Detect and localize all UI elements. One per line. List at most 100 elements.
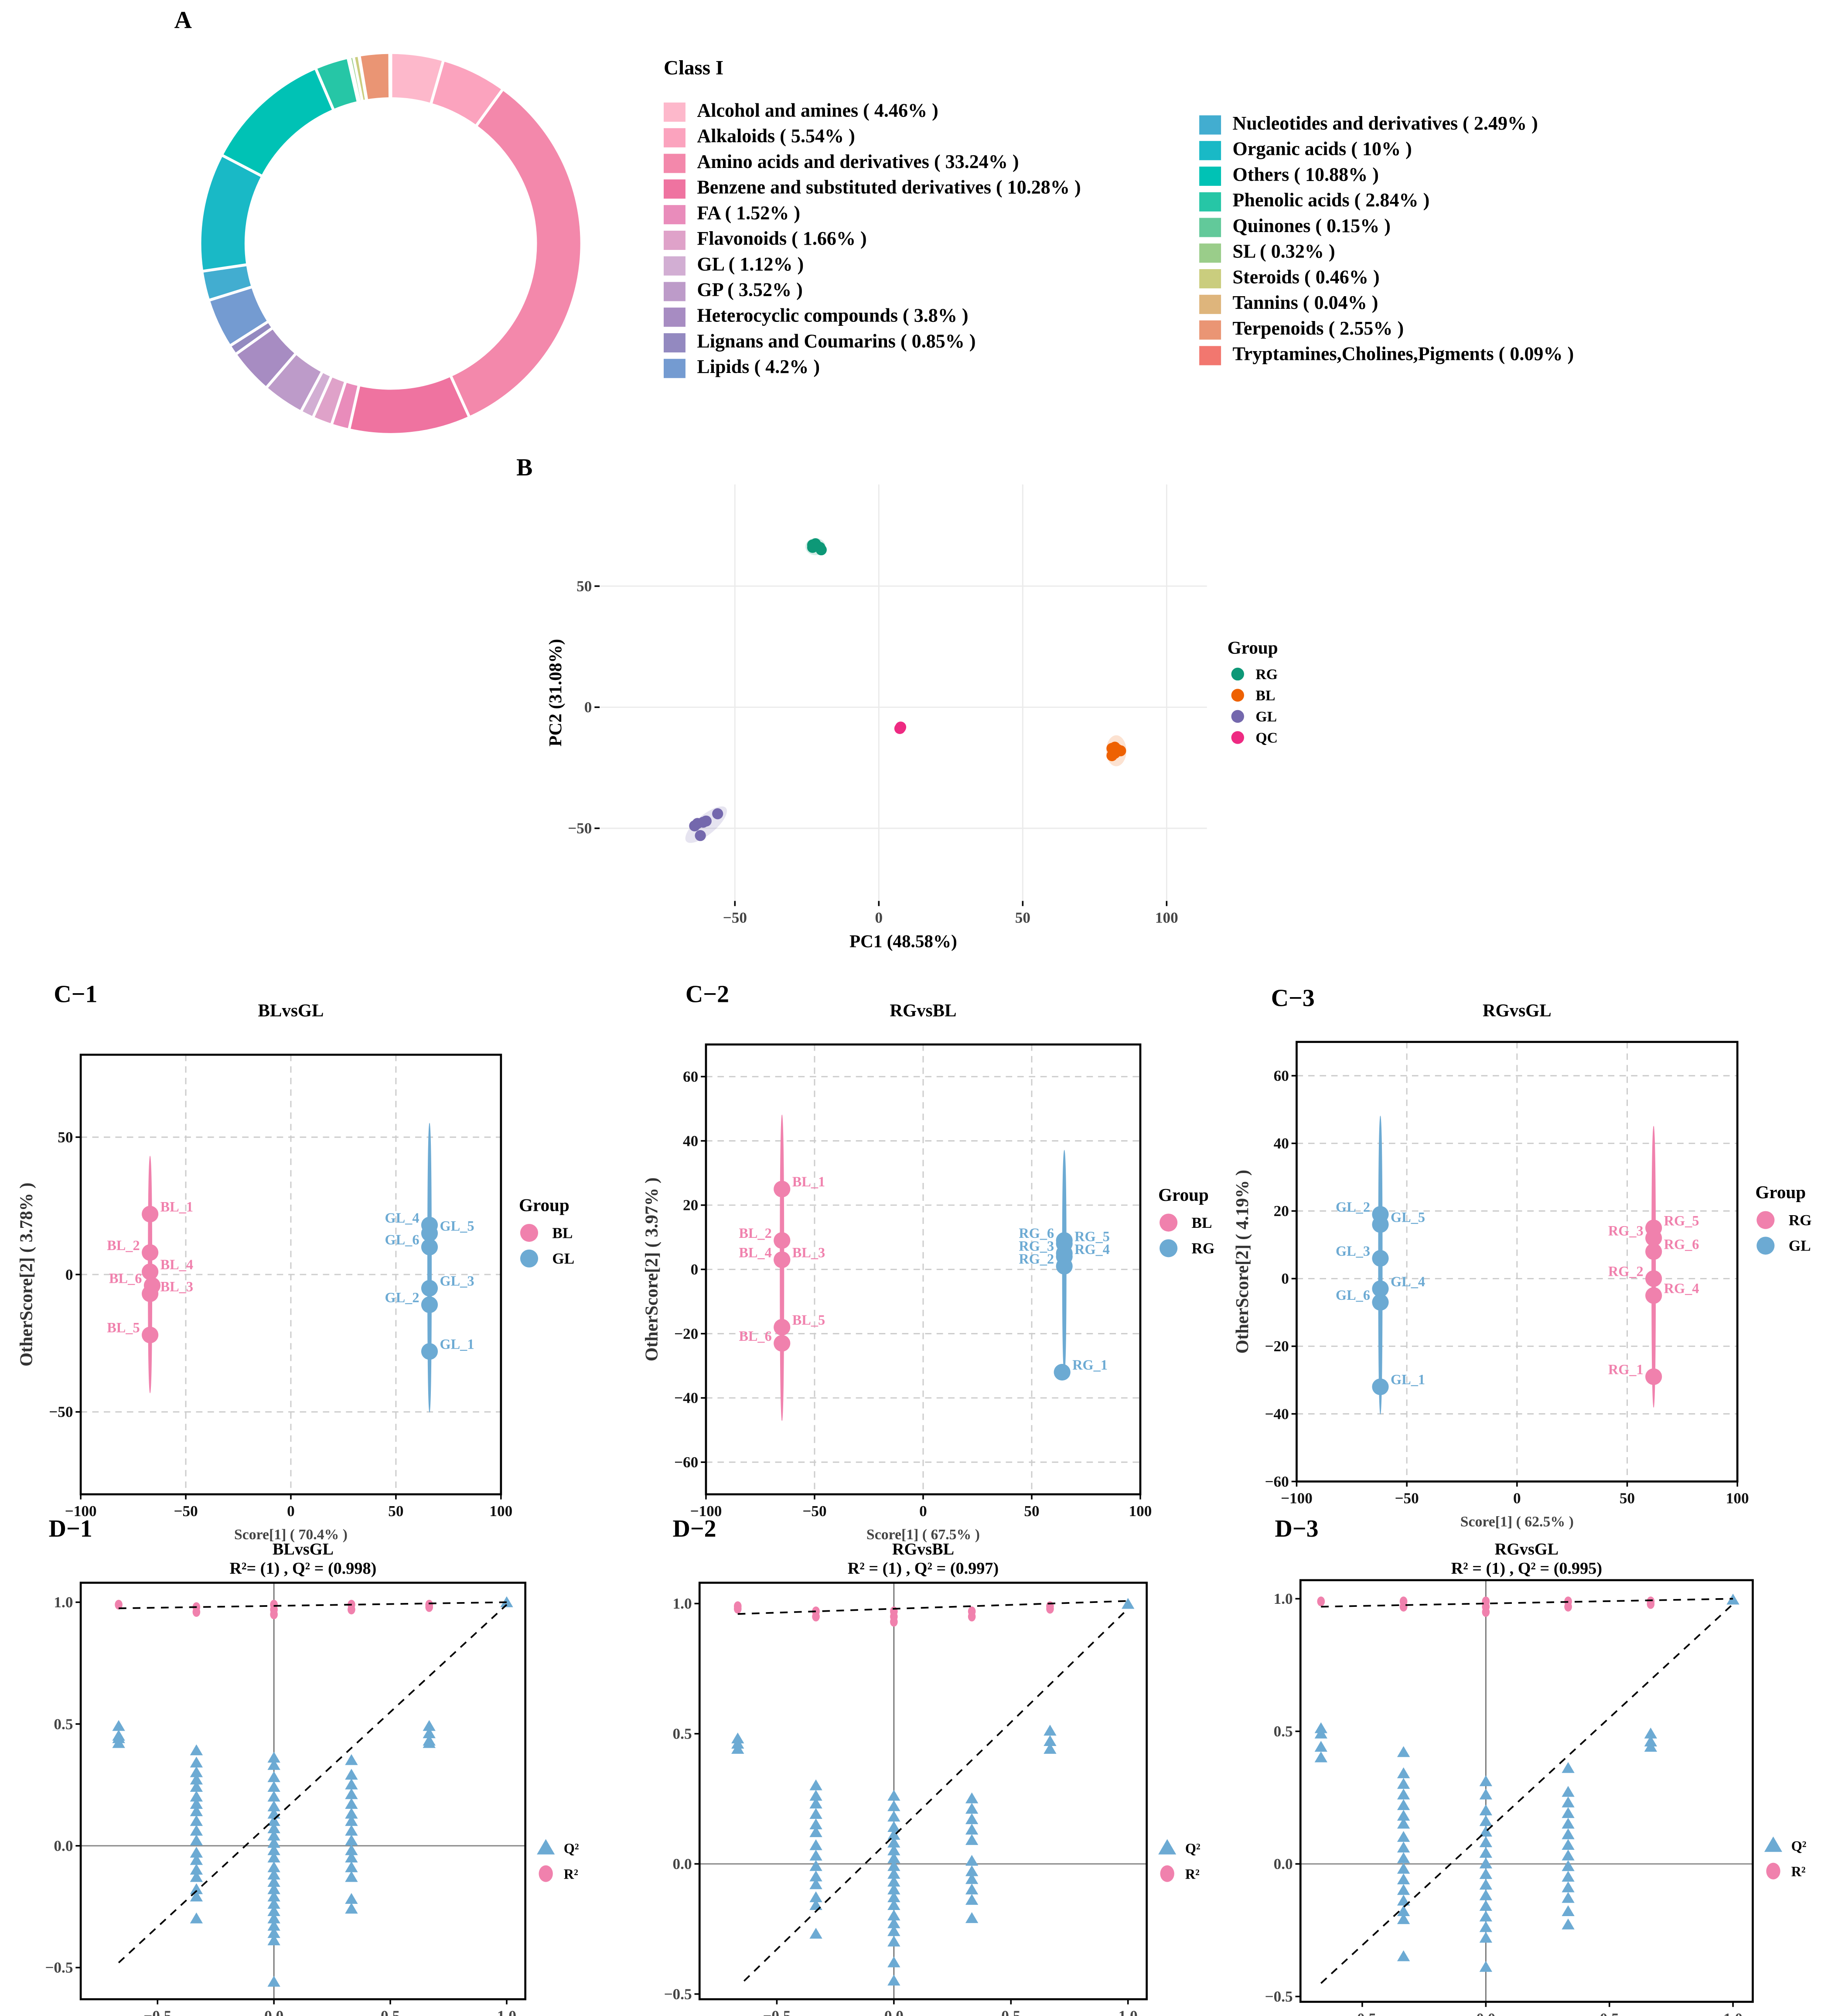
y-tick-label: 50 bbox=[576, 578, 592, 595]
q2-point bbox=[887, 1821, 900, 1832]
q2-point bbox=[887, 1899, 900, 1910]
q2-point bbox=[1397, 1778, 1410, 1789]
point-gl bbox=[695, 830, 706, 841]
legend-item-organic-acids: Organic acids ( 10% ) bbox=[1199, 137, 1574, 163]
y-tick-label: 0.5 bbox=[1274, 1723, 1293, 1740]
q2-point bbox=[190, 1912, 203, 1924]
q2-point bbox=[1397, 1894, 1410, 1906]
q2-point bbox=[190, 1805, 203, 1816]
confidence-ellipse-rg bbox=[1651, 1126, 1656, 1408]
y-tick-label: 0.0 bbox=[1274, 1855, 1293, 1872]
q2-point bbox=[1314, 1727, 1328, 1739]
y-tick-label: −50 bbox=[568, 820, 592, 837]
q2-point bbox=[809, 1839, 822, 1850]
r2-point bbox=[1564, 1602, 1572, 1612]
point-rg-1 bbox=[1645, 1368, 1662, 1385]
q2-point bbox=[1397, 1950, 1410, 1961]
r2-point bbox=[1046, 1604, 1054, 1614]
r2-point bbox=[968, 1612, 976, 1622]
x-tick-label: −100 bbox=[65, 1503, 97, 1520]
q2-point bbox=[965, 1834, 979, 1845]
point-gl-6 bbox=[421, 1238, 438, 1256]
point-label: RG_5 bbox=[1074, 1228, 1110, 1244]
y-tick-label: 0 bbox=[65, 1266, 73, 1283]
x-axis-label: Score[1] ( 67.5% ) bbox=[866, 1527, 980, 1543]
r2-point bbox=[115, 1599, 123, 1610]
x-tick-label: 0.0 bbox=[884, 2008, 904, 2016]
q2-point bbox=[267, 1876, 280, 1887]
x-tick-label: −0.5 bbox=[1348, 2010, 1376, 2016]
x-tick-label: 50 bbox=[1024, 1503, 1039, 1520]
legend-label-rg: RG bbox=[1255, 666, 1278, 683]
legend-swatch bbox=[663, 359, 685, 379]
q2-point bbox=[267, 1790, 280, 1802]
legend-label-gl: GL bbox=[1255, 709, 1277, 725]
r2-point bbox=[812, 1612, 820, 1622]
point-label: GL_4 bbox=[1391, 1274, 1425, 1289]
point-label: GL_1 bbox=[1391, 1372, 1425, 1387]
r2-point bbox=[1317, 1596, 1325, 1606]
plot-frame bbox=[79, 1582, 527, 2000]
q2-point bbox=[1044, 1735, 1057, 1746]
legend-marker-bl bbox=[1231, 689, 1244, 702]
point-label: RG_2 bbox=[1019, 1251, 1054, 1267]
y-tick-label: 60 bbox=[1274, 1067, 1289, 1084]
r2-point bbox=[1399, 1602, 1408, 1612]
y-tick-label: 20 bbox=[683, 1197, 698, 1214]
legend-swatch bbox=[663, 127, 685, 147]
legend-marker-r2 bbox=[1160, 1865, 1174, 1882]
point-label: BL_1 bbox=[792, 1174, 825, 1189]
q2-point bbox=[345, 1844, 358, 1855]
point-label: GL_3 bbox=[1336, 1243, 1370, 1259]
q2-point bbox=[1314, 1751, 1328, 1763]
legend-label-rg: RG bbox=[1192, 1240, 1215, 1257]
legend-item-gl: GL ( 1.12% ) bbox=[663, 253, 1081, 279]
q2-point bbox=[1562, 1796, 1575, 1808]
legend-item-sl: SL ( 0.32% ) bbox=[1199, 240, 1574, 266]
q2-point bbox=[190, 1854, 203, 1865]
q2-point bbox=[809, 1779, 822, 1790]
q2-point bbox=[190, 1766, 203, 1777]
q2-point bbox=[267, 1905, 280, 1916]
q2-point bbox=[423, 1720, 436, 1731]
q2-point bbox=[965, 1865, 979, 1876]
q2-point bbox=[1479, 1857, 1493, 1869]
donut-slice-others bbox=[219, 66, 336, 178]
q2-point bbox=[1562, 1881, 1575, 1893]
legend-label-q2: Q² bbox=[1185, 1841, 1200, 1856]
q2-point bbox=[809, 1826, 822, 1837]
donut-slice-tryptamines-cholines-pigments bbox=[388, 51, 392, 100]
q2-regression-line bbox=[743, 1608, 1129, 1982]
x-tick-label: 1.0 bbox=[497, 2008, 516, 2016]
q2-point bbox=[1044, 1725, 1057, 1736]
q2-point bbox=[965, 1894, 979, 1905]
legend-swatch bbox=[663, 205, 685, 224]
legend-item-alkaloids: Alkaloids ( 5.54% ) bbox=[663, 124, 1081, 150]
legend-label: Quinones ( 0.15% ) bbox=[1232, 216, 1391, 237]
plot-title: RGvsBL bbox=[890, 1000, 956, 1020]
q2-point bbox=[1397, 1788, 1410, 1800]
q2-point bbox=[345, 1861, 358, 1872]
q2-point bbox=[1479, 1788, 1493, 1800]
legend-swatch bbox=[663, 179, 685, 198]
y-axis-label: OtherScore[2] ( 3.78% ) bbox=[16, 1182, 36, 1367]
legend-swatch bbox=[663, 230, 685, 250]
q2-point bbox=[190, 1846, 203, 1858]
q2-point bbox=[1397, 1852, 1410, 1863]
legend-label-r2: R² bbox=[564, 1866, 578, 1882]
y-tick-label: 20 bbox=[1274, 1203, 1289, 1220]
q2-point bbox=[809, 1860, 822, 1871]
q2-point bbox=[887, 1935, 900, 1947]
q2-point bbox=[112, 1732, 125, 1743]
legend-title: Group bbox=[519, 1195, 570, 1215]
panel-label-c3: C−3 bbox=[1271, 985, 1315, 1013]
y-tick-label: 0 bbox=[691, 1261, 699, 1278]
point-label: BL_3 bbox=[792, 1244, 825, 1260]
q2-point bbox=[190, 1871, 203, 1882]
y-tick-label: 0.5 bbox=[673, 1726, 692, 1743]
point-bl-2 bbox=[142, 1244, 159, 1261]
x-axis-label: Score[1] ( 62.5% ) bbox=[1460, 1514, 1574, 1530]
legend-label: Benzene and substituted derivatives ( 10… bbox=[697, 178, 1081, 198]
q2-point bbox=[345, 1903, 358, 1914]
y-tick-label: −60 bbox=[1265, 1473, 1289, 1490]
